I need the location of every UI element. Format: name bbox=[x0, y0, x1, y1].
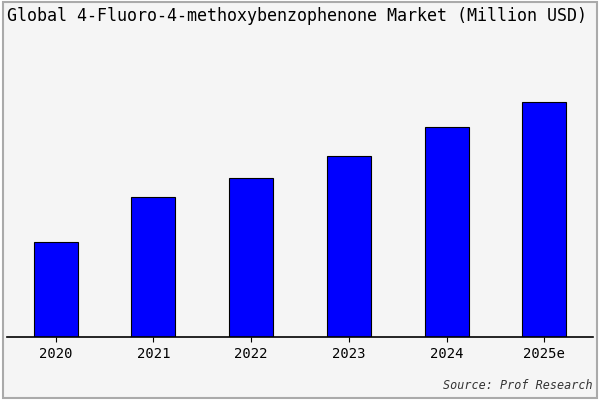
Bar bbox=[523, 102, 566, 337]
Bar bbox=[327, 156, 371, 337]
Text: Global 4-Fluoro-4-methoxybenzophenone Market (Million USD): Global 4-Fluoro-4-methoxybenzophenone Ma… bbox=[7, 7, 587, 25]
Bar bbox=[34, 242, 77, 337]
Bar bbox=[229, 178, 273, 337]
Bar bbox=[131, 197, 175, 337]
Text: Source: Prof Research: Source: Prof Research bbox=[443, 379, 593, 392]
Bar bbox=[425, 127, 469, 337]
